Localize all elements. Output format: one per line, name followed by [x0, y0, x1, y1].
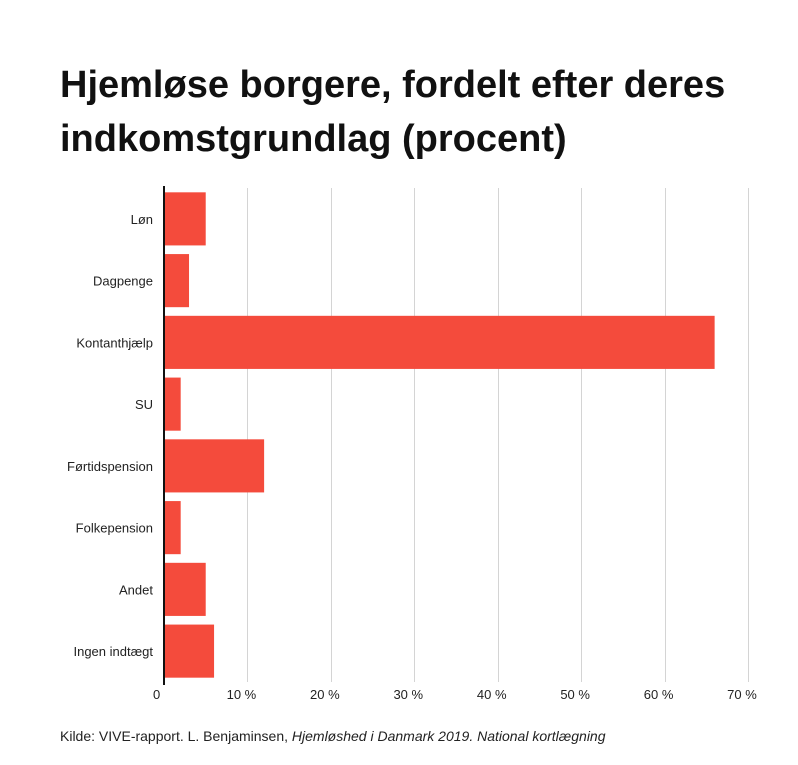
x-tick-label-70: 70 % — [727, 687, 757, 702]
bar-4 — [164, 439, 265, 493]
bar-5 — [164, 501, 181, 555]
x-tick-label-20: 20 % — [310, 687, 340, 702]
category-label-7: Ingen indtægt — [73, 644, 153, 659]
bars — [164, 192, 715, 678]
x-tick-label-40: 40 % — [477, 687, 507, 702]
x-tick-label-60: 60 % — [644, 687, 674, 702]
bar-7 — [164, 624, 215, 678]
x-tick-label-30: 30 % — [393, 687, 423, 702]
bar-6 — [164, 562, 206, 616]
bar-1 — [164, 254, 190, 308]
x-tick-labels: 0 10 % 20 % 30 % 40 % 50 % 60 % 70 % — [153, 687, 757, 702]
bar-2 — [164, 315, 715, 369]
category-labels: Løn Dagpenge Kontanthjælp SU Førtidspension F… — [67, 212, 153, 659]
category-label-5: Folkepension — [76, 521, 153, 536]
source-title: Hjemløshed i Danmark 2019. National kort… — [291, 728, 606, 744]
category-label-2: Kontanthjælp — [76, 335, 153, 350]
category-label-4: Førtidspension — [67, 459, 153, 474]
x-tick-label-10: 10 % — [227, 687, 257, 702]
chart-title: Hjemløse borgere, fordelt efter deres in… — [60, 64, 726, 160]
source-note: Kilde: VIVE-rapport. L. Benjaminsen, Hje… — [60, 728, 606, 744]
category-label-1: Dagpenge — [93, 274, 153, 289]
source-prefix: Kilde: VIVE-rapport. L. Benjaminsen, — [60, 728, 292, 744]
x-tick-label-50: 50 % — [560, 687, 590, 702]
x-tick-label-0: 0 — [153, 687, 160, 702]
grid-lines — [247, 188, 749, 682]
category-label-0: Løn — [131, 212, 153, 227]
bar-0 — [164, 192, 206, 246]
category-label-6: Andet — [119, 582, 153, 597]
category-label-3: SU — [135, 397, 153, 412]
bar-3 — [164, 377, 181, 431]
